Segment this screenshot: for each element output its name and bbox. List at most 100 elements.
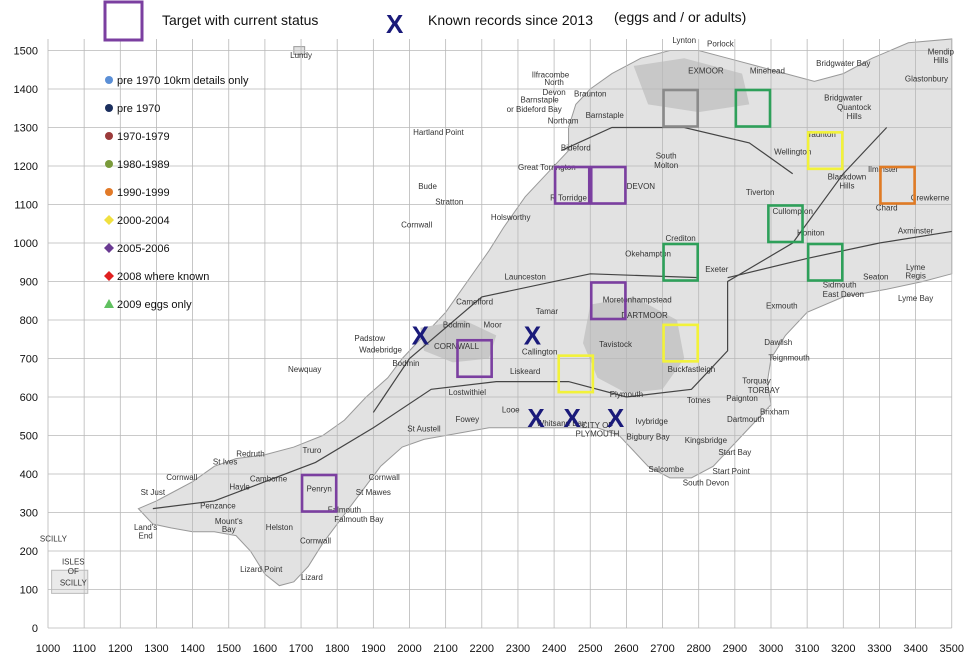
records-legend-label: Known records since 2013	[428, 12, 593, 28]
place-label: Lizard	[301, 573, 323, 582]
place-label: Bude	[418, 182, 437, 191]
place-label: Wellington	[774, 147, 811, 156]
place-label: Glastonbury	[905, 74, 948, 83]
x-tick-label: 2700	[650, 643, 674, 655]
place-label: Blackdown	[828, 172, 867, 181]
place-label: R Torridge	[550, 194, 587, 203]
place-label: Fowey	[456, 415, 480, 424]
record-x-mark: X	[607, 403, 625, 433]
place-label: Penzance	[200, 502, 236, 511]
records-legend-marker: X	[386, 9, 404, 39]
place-label: Lyme	[906, 263, 926, 272]
target-square	[300, 473, 338, 513]
place-label: Exeter	[705, 265, 728, 274]
place-label: Helston	[266, 523, 293, 532]
place-label: Lynton	[672, 36, 696, 45]
place-label: Tiverton	[746, 188, 775, 197]
place-label: Ilminster	[868, 165, 899, 174]
record-x-mark: X	[524, 320, 542, 350]
recent-records: X XX X X	[412, 320, 625, 433]
legend-diamond-icon	[104, 243, 114, 253]
place-label: St Mawes	[356, 488, 391, 497]
y-tick-label: 600	[20, 392, 38, 404]
place-label: Northam	[548, 117, 579, 126]
land-mass	[51, 38, 953, 594]
legend-diamond-icon	[104, 215, 114, 225]
place-label: Salcombe	[648, 465, 684, 474]
place-label: Callington	[522, 348, 558, 357]
x-tick-label: 2900	[723, 643, 747, 655]
place-label: Bigbury Bay	[627, 432, 670, 441]
place-label: Dawlish	[764, 338, 792, 347]
road-line	[152, 127, 888, 510]
x-tick-label: 2800	[686, 643, 710, 655]
y-tick-label: 200	[20, 546, 38, 558]
place-label: Padstow	[354, 334, 385, 343]
x-tick-label: 1300	[144, 643, 168, 655]
place-label: ISLES	[62, 557, 85, 566]
x-tick-label: 1900	[361, 643, 385, 655]
x-tick-label: 2500	[578, 643, 602, 655]
target-square	[806, 242, 844, 282]
legend-circle-icon	[105, 132, 113, 140]
place-label: Penryn	[306, 484, 331, 493]
x-tick-label: 2600	[614, 643, 638, 655]
x-tick-label: 1200	[108, 643, 132, 655]
place-label: Barnstaple	[586, 111, 625, 120]
x-tick-label: 1000	[36, 643, 60, 655]
place-label: Braunton	[574, 90, 606, 99]
target-square	[662, 323, 699, 363]
place-label: Hills	[839, 181, 854, 190]
place-label: Land's	[134, 523, 157, 532]
place-label: Bay	[222, 525, 236, 534]
place-label: Tamar	[536, 307, 559, 316]
place-label: Mount's	[215, 517, 243, 526]
y-tick-label: 100	[20, 585, 38, 597]
x-tick-label: 1800	[325, 643, 349, 655]
x-tick-label: 3500	[940, 643, 964, 655]
y-tick-label: 1300	[14, 123, 38, 135]
place-label: St Just	[141, 488, 166, 497]
place-label: Torquay	[742, 377, 770, 386]
place-label: Mendip	[928, 47, 955, 56]
x-tick-label: 2400	[542, 643, 566, 655]
y-tick-label: 500	[20, 431, 38, 443]
place-label: Looe	[502, 405, 520, 414]
place-label: DEVON	[627, 182, 656, 191]
place-label: Crewkerne	[911, 194, 950, 203]
x-tick-label: 1600	[253, 643, 277, 655]
place-label: Liskeard	[510, 367, 540, 376]
legend-label: 2008 where known	[117, 271, 209, 283]
place-label: Taunton	[807, 130, 835, 139]
place-label: Lyme Bay	[898, 294, 933, 303]
place-label: Great Torrington	[518, 163, 576, 172]
place-label: Quantock	[837, 103, 872, 112]
legend-circle-icon	[105, 188, 113, 196]
place-label: Cornwall	[369, 473, 400, 482]
place-label: TORBAY	[748, 386, 781, 395]
x-tick-label: 3200	[831, 643, 855, 655]
legend: pre 1970 10km details only pre 1970 1970-1…	[104, 75, 249, 311]
legend-label: 2009 eggs only	[117, 299, 192, 311]
place-label: Crediton	[666, 234, 696, 243]
place-label: Hills	[847, 112, 862, 121]
place-label: Cullompton	[772, 207, 812, 216]
target-square	[662, 242, 699, 282]
place-label: South	[656, 151, 677, 160]
place-label: Minehead	[750, 67, 785, 76]
place-label: Bodmin	[392, 359, 419, 368]
record-x-mark: X	[564, 403, 582, 433]
place-label: St Ives	[213, 457, 237, 466]
place-label: Lostwithiel	[449, 388, 487, 397]
place-label: Camborne	[250, 475, 288, 484]
place-label: Axminster	[898, 226, 934, 235]
place-label: Bridgwater	[824, 94, 863, 103]
records-legend-note: (eggs and / or adults)	[614, 9, 746, 25]
place-label: East Devon	[823, 290, 864, 299]
place-label: Exmouth	[766, 301, 798, 310]
target-square	[879, 165, 916, 205]
x-tick-label: 3400	[903, 643, 927, 655]
place-label: Falmouth Bay	[334, 515, 383, 524]
place-label: Dartmouth	[727, 415, 764, 424]
